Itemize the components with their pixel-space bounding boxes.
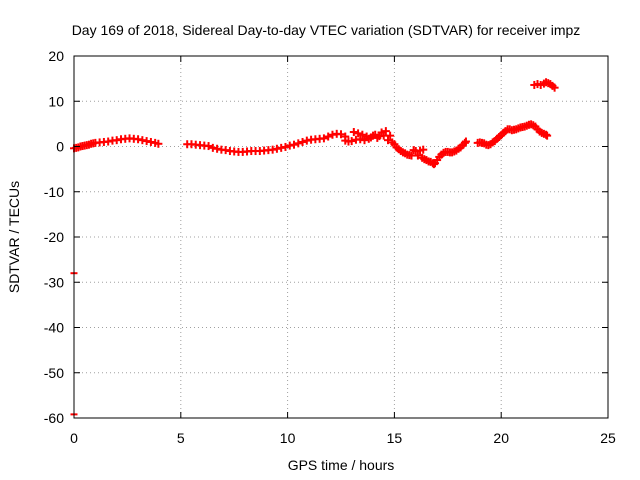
data-point [461, 137, 470, 146]
data-point [460, 138, 469, 147]
grid [74, 56, 608, 418]
data-point [324, 132, 333, 141]
data-point [204, 142, 213, 151]
data-point [337, 130, 345, 139]
data-point [290, 140, 299, 149]
data-point [349, 128, 358, 137]
y-axis-label: SDTVAR / TECUs [6, 181, 22, 293]
y-tick-label: -60 [44, 410, 64, 426]
data-point [354, 129, 363, 138]
y-tick-label: -20 [44, 229, 64, 245]
data-point [298, 137, 307, 146]
y-tick-label: -50 [44, 365, 64, 381]
data-points [70, 78, 559, 416]
data-point [543, 131, 552, 140]
y-tick-label: -10 [44, 184, 64, 200]
x-tick-label: 15 [387, 430, 403, 446]
axis-ticks: -60 -50 -40 -30 -20 -10 0 10 20 0 5 10 15 20 25 [44, 48, 616, 446]
data-point [413, 151, 422, 160]
data-point [383, 136, 392, 145]
x-tick-label: 25 [600, 430, 616, 446]
data-point [381, 127, 390, 136]
data-point [386, 131, 395, 140]
data-point [294, 139, 303, 148]
data-point [154, 139, 163, 148]
y-tick-label: 0 [56, 139, 64, 155]
x-tick-label: 5 [177, 430, 185, 446]
x-axis-label: GPS time / hours [288, 457, 395, 473]
x-tick-label: 10 [280, 430, 296, 446]
data-point [281, 142, 290, 151]
y-tick-label: 20 [48, 48, 64, 64]
data-point [550, 83, 559, 92]
data-point [419, 145, 428, 154]
x-tick-label: 0 [70, 430, 78, 446]
y-tick-label: -30 [44, 274, 64, 290]
y-tick-label: 10 [48, 93, 64, 109]
data-point [347, 137, 356, 146]
y-tick-label: -40 [44, 320, 64, 336]
data-point [319, 134, 328, 143]
x-tick-label: 20 [493, 430, 509, 446]
chart-title: Day 169 of 2018, Sidereal Day-to-day VTE… [72, 22, 581, 38]
data-point [358, 130, 367, 139]
